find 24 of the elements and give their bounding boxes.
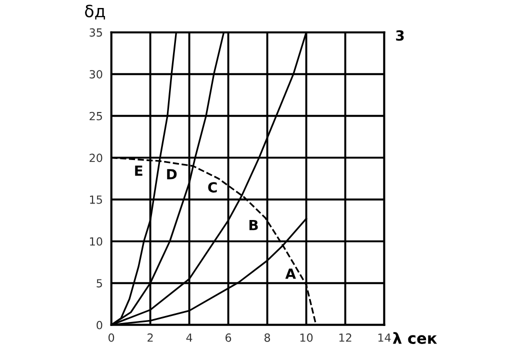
y-tick-label: 35 xyxy=(90,28,102,37)
x-tick-label: 10 xyxy=(300,333,313,342)
y-tick-label: 30 xyxy=(90,70,102,78)
annotation: D xyxy=(167,169,177,180)
y-axis-title: δд xyxy=(85,4,105,20)
annotation: C xyxy=(208,182,217,193)
x-tick-label: 6 xyxy=(226,333,232,342)
x-axis-title: λ сек xyxy=(392,332,437,344)
y-tick-label: 5 xyxy=(96,279,102,288)
x-tick-label: 2 xyxy=(148,333,153,342)
x-tick-label: 0 xyxy=(108,333,114,342)
x-tick-label: 14 xyxy=(378,334,391,342)
y-tick-label: 25 xyxy=(90,112,102,120)
x-tick-label: 8 xyxy=(264,333,270,342)
y-tick-label: 10 xyxy=(90,237,102,246)
x-tick-label: 4 xyxy=(186,334,192,342)
y-tick-label: 20 xyxy=(90,154,102,162)
annotation: B xyxy=(249,220,258,230)
y-tick-label: 0 xyxy=(96,320,102,330)
annotation: A xyxy=(285,268,296,279)
annotation: E xyxy=(135,166,142,176)
x-tick-label: 12 xyxy=(339,333,352,342)
text: 3 xyxy=(396,30,404,41)
y-tick-label: 15 xyxy=(90,196,102,204)
